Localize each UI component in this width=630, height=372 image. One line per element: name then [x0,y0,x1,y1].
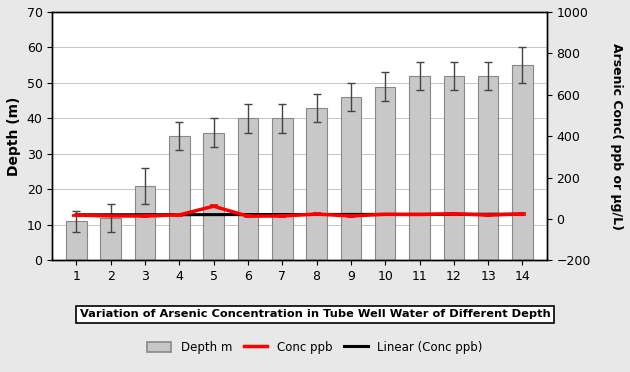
Bar [410,76,430,260]
Y-axis label: Depth (m): Depth (m) [7,96,21,176]
Bar [203,133,224,260]
Bar [512,65,533,260]
Bar [272,118,292,260]
Legend: Depth m, Conc ppb, Linear (Conc ppb): Depth m, Conc ppb, Linear (Conc ppb) [143,336,487,359]
Bar [341,97,361,260]
Text: Variation of Arsenic Concentration in Tube Well Water of Different Depth: Variation of Arsenic Concentration in Tu… [79,310,551,319]
Bar [306,108,327,260]
Bar [444,76,464,260]
Bar [100,218,121,260]
Bar [238,118,258,260]
Bar [169,136,190,260]
Bar [375,87,396,260]
Y-axis label: Arsenic Conc( ppb or μg/L): Arsenic Conc( ppb or μg/L) [610,43,623,230]
Bar [66,221,86,260]
Bar [478,76,498,260]
Bar [135,186,155,260]
